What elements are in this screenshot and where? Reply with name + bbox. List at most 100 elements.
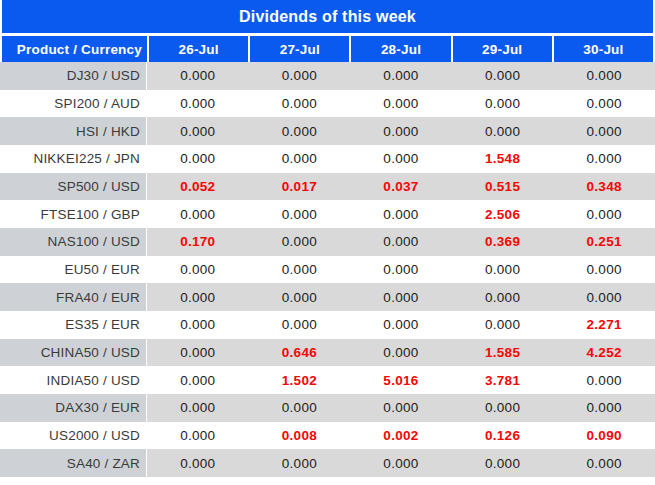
table-row: FRA40 / EUR0.0000.0000.0000.0000.000 — [0, 283, 655, 311]
dividend-value-cell: 0.000 — [350, 228, 452, 256]
dividend-value-cell: 0.052 — [147, 173, 249, 201]
dividend-value-cell: 0.000 — [350, 449, 452, 477]
dividend-value-cell: 3.781 — [452, 366, 554, 394]
dividend-value-cell: 0.000 — [147, 200, 249, 228]
dividend-value-cell: 0.000 — [249, 117, 351, 145]
dividends-table-widget: Dividends of this week Product / Currenc… — [0, 0, 655, 485]
table-row: CHINA50 / USD0.0000.6460.0001.5854.252 — [0, 339, 655, 367]
dividend-value-cell: 0.000 — [249, 145, 351, 173]
dividend-value-cell: 0.000 — [147, 283, 249, 311]
dividend-value-cell: 0.000 — [350, 62, 452, 90]
dividend-value-cell: 0.000 — [249, 283, 351, 311]
dividend-value-cell: 1.585 — [452, 339, 554, 367]
dividend-value-cell: 0.000 — [350, 117, 452, 145]
product-cell: NAS100 / USD — [0, 228, 147, 256]
dividend-value-cell: 0.000 — [553, 366, 655, 394]
dividend-value-cell: 0.000 — [147, 449, 249, 477]
table-row: NAS100 / USD0.1700.0000.0000.3690.251 — [0, 228, 655, 256]
dividend-value-cell: 0.348 — [553, 173, 655, 201]
dividend-value-cell: 0.000 — [452, 90, 554, 118]
table-body: DJ30 / USD0.0000.0000.0000.0000.000SPI20… — [0, 62, 655, 477]
dividend-value-cell: 2.271 — [553, 311, 655, 339]
table-row: ES35 / EUR0.0000.0000.0000.0002.271 — [0, 311, 655, 339]
table-row: SA40 / ZAR0.0000.0000.0000.0000.000 — [0, 449, 655, 477]
dividend-value-cell: 0.000 — [249, 90, 351, 118]
dividend-value-cell: 5.016 — [350, 366, 452, 394]
product-cell: FTSE100 / GBP — [0, 200, 147, 228]
dividend-value-cell: 0.000 — [350, 256, 452, 284]
dividend-value-cell: 0.646 — [249, 339, 351, 367]
product-cell: US2000 / USD — [0, 422, 147, 450]
column-header-date: 26-Jul — [147, 36, 248, 62]
product-cell: DJ30 / USD — [0, 62, 147, 90]
product-cell: ES35 / EUR — [0, 311, 147, 339]
dividend-value-cell: 0.037 — [350, 173, 452, 201]
dividend-value-cell: 0.000 — [452, 394, 554, 422]
product-cell: SA40 / ZAR — [0, 449, 147, 477]
dividend-value-cell: 1.502 — [249, 366, 351, 394]
dividend-value-cell: 0.000 — [350, 145, 452, 173]
dividend-value-cell: 0.000 — [452, 117, 554, 145]
dividend-value-cell: 0.000 — [553, 117, 655, 145]
dividend-value-cell: 0.008 — [249, 422, 351, 450]
dividend-value-cell: 0.000 — [553, 145, 655, 173]
dividend-value-cell: 4.252 — [553, 339, 655, 367]
title-bar: Dividends of this week — [2, 0, 653, 33]
dividend-value-cell: 0.000 — [452, 256, 554, 284]
dividend-value-cell: 0.000 — [350, 311, 452, 339]
dividend-value-cell: 0.000 — [452, 311, 554, 339]
dividend-value-cell: 0.000 — [452, 62, 554, 90]
dividend-value-cell: 0.090 — [553, 422, 655, 450]
dividend-value-cell: 0.251 — [553, 228, 655, 256]
page-title: Dividends of this week — [239, 8, 416, 26]
dividend-value-cell: 0.000 — [249, 394, 351, 422]
table-header-row: Product / Currency26-Jul27-Jul28-Jul29-J… — [2, 36, 653, 62]
column-header-product: Product / Currency — [2, 36, 147, 62]
dividend-value-cell: 0.000 — [553, 90, 655, 118]
dividend-value-cell: 0.170 — [147, 228, 249, 256]
product-cell: HSI / HKD — [0, 117, 147, 145]
dividend-value-cell: 0.126 — [452, 422, 554, 450]
product-cell: CHINA50 / USD — [0, 339, 147, 367]
product-cell: FRA40 / EUR — [0, 283, 147, 311]
table-row: SPI200 / AUD0.0000.0000.0000.0000.000 — [0, 90, 655, 118]
table-row: EU50 / EUR0.0000.0000.0000.0000.000 — [0, 256, 655, 284]
dividend-value-cell: 0.000 — [249, 256, 351, 284]
dividend-value-cell: 0.000 — [249, 62, 351, 90]
table-row: INDIA50 / USD0.0001.5025.0163.7810.000 — [0, 366, 655, 394]
dividend-value-cell: 1.548 — [452, 145, 554, 173]
dividend-value-cell: 0.000 — [452, 283, 554, 311]
product-cell: SPI200 / AUD — [0, 90, 147, 118]
dividend-value-cell: 0.000 — [147, 256, 249, 284]
column-header-date: 27-Jul — [248, 36, 349, 62]
table-row: DAX30 / EUR0.0000.0000.0000.0000.000 — [0, 394, 655, 422]
dividend-value-cell: 0.000 — [147, 366, 249, 394]
column-header-date: 29-Jul — [451, 36, 552, 62]
dividend-value-cell: 0.000 — [553, 200, 655, 228]
product-cell: SP500 / USD — [0, 173, 147, 201]
dividend-value-cell: 0.000 — [147, 62, 249, 90]
dividend-value-cell: 0.000 — [249, 200, 351, 228]
dividend-value-cell: 0.000 — [147, 394, 249, 422]
dividend-value-cell: 0.002 — [350, 422, 452, 450]
bottom-strip — [0, 477, 655, 485]
column-header-date: 30-Jul — [552, 36, 653, 62]
product-cell: NIKKEI225 / JPN — [0, 145, 147, 173]
dividend-value-cell: 0.369 — [452, 228, 554, 256]
dividend-value-cell: 2.506 — [452, 200, 554, 228]
dividend-value-cell: 0.000 — [147, 311, 249, 339]
dividend-value-cell: 0.000 — [553, 256, 655, 284]
product-cell: DAX30 / EUR — [0, 394, 147, 422]
dividend-value-cell: 0.000 — [249, 449, 351, 477]
table-row: FTSE100 / GBP0.0000.0000.0002.5060.000 — [0, 200, 655, 228]
column-header-date: 28-Jul — [349, 36, 450, 62]
dividend-value-cell: 0.000 — [553, 394, 655, 422]
dividend-value-cell: 0.000 — [553, 283, 655, 311]
dividend-value-cell: 0.000 — [350, 339, 452, 367]
dividend-value-cell: 0.000 — [350, 394, 452, 422]
table-row: HSI / HKD0.0000.0000.0000.0000.000 — [0, 117, 655, 145]
dividend-value-cell: 0.017 — [249, 173, 351, 201]
dividend-value-cell: 0.000 — [350, 200, 452, 228]
dividend-value-cell: 0.000 — [147, 90, 249, 118]
dividend-value-cell: 0.000 — [147, 339, 249, 367]
